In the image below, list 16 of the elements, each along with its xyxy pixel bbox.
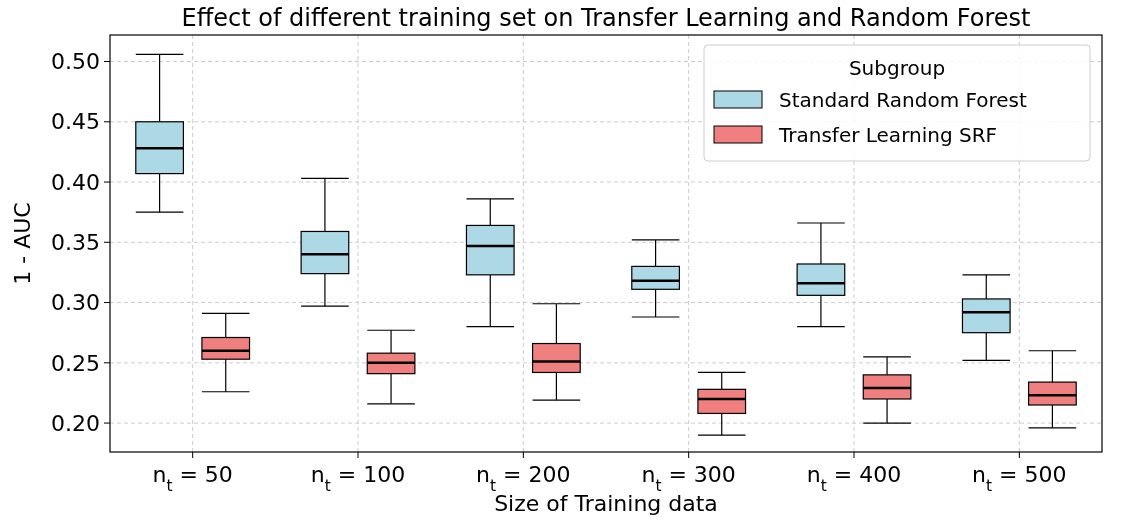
x-tick-label: n$_{t}$ = 50 — [152, 462, 233, 495]
y-tick-label: 0.20 — [51, 410, 100, 436]
y-tick-label: 0.30 — [51, 290, 100, 316]
y-tick-label: 0.50 — [51, 49, 100, 75]
y-tick-label: 0.40 — [51, 169, 100, 195]
y-tick-label: 0.25 — [51, 350, 100, 376]
x-tick-label: n$_{t}$ = 100 — [310, 462, 406, 495]
y-axis-title: 1 - AUC — [10, 202, 35, 285]
legend-label: Transfer Learning SRF — [778, 123, 998, 147]
legend-title: Subgroup — [848, 56, 946, 80]
y-tick-label: 0.45 — [51, 109, 100, 135]
x-tick-label: n$_{t}$ = 400 — [806, 462, 902, 495]
y-tick-label: 0.35 — [51, 229, 100, 255]
legend-label: Standard Random Forest — [779, 88, 1028, 112]
x-tick-label: n$_{t}$ = 500 — [972, 462, 1067, 495]
chart-title: Effect of different training set on Transfer Learning and Random Forest — [181, 4, 1031, 32]
